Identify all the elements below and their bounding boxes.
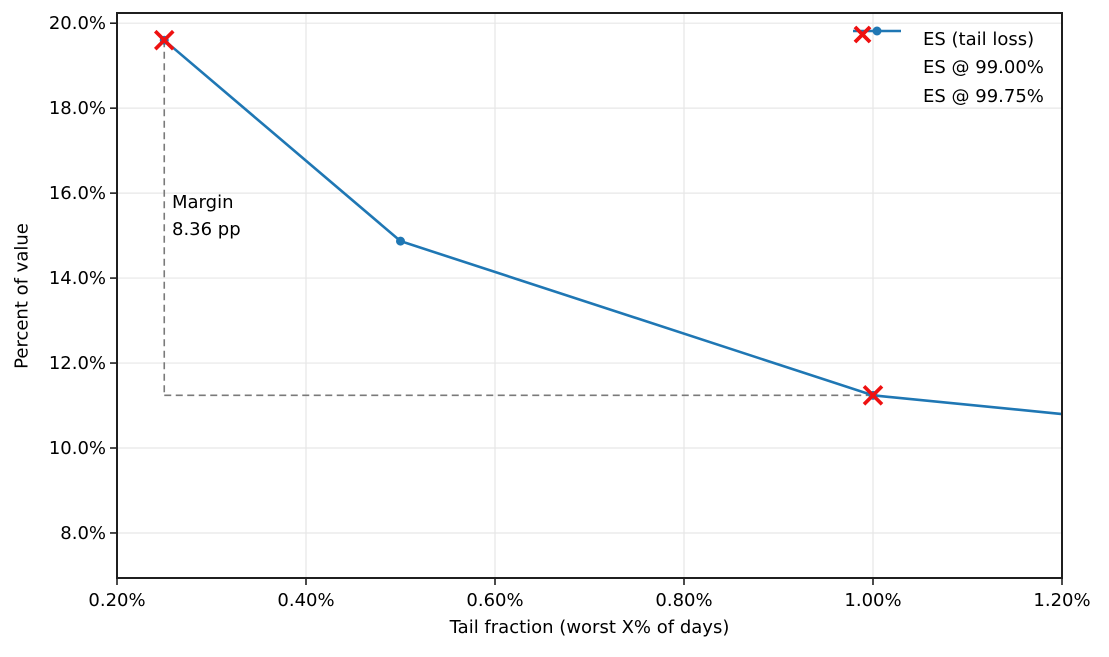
y-tick-label: 20.0% xyxy=(49,13,106,34)
es-line xyxy=(163,39,1063,416)
margin-annotation: Margin 8.36 pp xyxy=(172,189,241,243)
x-tick-label: 1.00% xyxy=(844,590,901,611)
x-tick-label: 0.20% xyxy=(88,590,145,611)
y-tick-label: 14.0% xyxy=(49,268,106,289)
legend-label: ES (tail loss) xyxy=(923,28,1035,50)
x-tick-label: 1.20% xyxy=(1033,590,1090,611)
y-tick-label: 10.0% xyxy=(49,438,106,459)
plot-frame xyxy=(116,12,1063,579)
es-x-marker xyxy=(862,385,884,406)
margin-annotation-line1: Margin xyxy=(172,192,234,213)
y-tick-label: 12.0% xyxy=(49,353,106,374)
legend-entry: ES @ 99.75% xyxy=(853,25,1044,111)
y-axis-label: Percent of value xyxy=(11,223,33,369)
x-tick-label: 0.60% xyxy=(466,590,523,611)
x-tick-label: 0.80% xyxy=(655,590,712,611)
legend-entry: ES @ 99.00% xyxy=(853,25,1044,83)
margin-annotation-line2: 8.36 pp xyxy=(172,219,241,240)
x-axis-label: Tail fraction (worst X% of days) xyxy=(449,617,730,638)
legend-label: ES @ 99.75% xyxy=(923,85,1044,107)
legend: ES (tail loss) ES @ 99.00% ES @ 99.75% xyxy=(853,25,1044,111)
legend-entry: ES (tail loss) xyxy=(853,25,1044,54)
es-x-marker xyxy=(153,29,175,51)
x-tick-label: 0.40% xyxy=(277,590,334,611)
y-tick-label: 16.0% xyxy=(49,183,106,204)
es-marker-dot xyxy=(396,236,405,246)
legend-label: ES @ 99.00% xyxy=(923,57,1044,79)
y-tick-label: 18.0% xyxy=(49,98,106,119)
y-tick-label: 8.0% xyxy=(60,523,106,544)
